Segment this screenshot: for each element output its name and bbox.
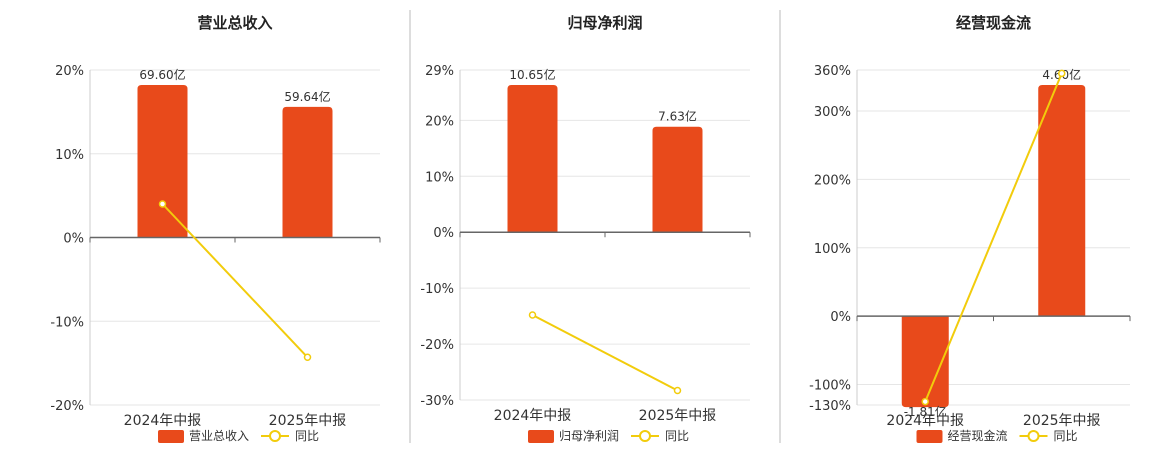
chart-title: 营业总收入 <box>197 14 272 32</box>
y-tick-label: 0% <box>63 232 84 247</box>
bar-data-label: -1.81亿 <box>904 404 947 419</box>
legend-line-marker <box>1027 430 1040 442</box>
yoy-point <box>921 397 929 406</box>
x-category-label: 2025年中报 <box>639 408 717 424</box>
y-tick-label: 10% <box>425 170 454 185</box>
y-tick-label: 10% <box>55 148 84 163</box>
chart-title: 归母净利润 <box>567 14 642 32</box>
bar-data-label: 69.60亿 <box>139 67 185 82</box>
legend-line-marker <box>269 430 281 442</box>
y-tick-label: -10% <box>420 282 454 297</box>
legend-bar-label: 营业总收入 <box>189 429 249 443</box>
chart-legend: 营业总收入 同比 <box>158 429 319 443</box>
yoy-point <box>303 353 312 362</box>
y-tick-label: -130% <box>809 399 851 414</box>
yoy-line <box>924 73 1063 402</box>
y-tick-label: 0% <box>433 226 454 241</box>
y-tick-label: -20% <box>420 338 454 353</box>
yoy-line <box>532 314 678 392</box>
yoy-point <box>158 200 167 208</box>
bar-data-label: 7.63亿 <box>658 109 697 124</box>
legend-line-label: 同比 <box>665 429 689 443</box>
yoy-point <box>1058 69 1066 78</box>
y-tick-label: 0% <box>830 310 851 325</box>
legend-bar-swatch <box>528 430 554 443</box>
bar <box>507 85 558 233</box>
chart-legend: 经营现金流 同比 <box>916 428 1078 443</box>
bar <box>1038 85 1086 317</box>
legend-bar-label: 归母净利润 <box>559 429 619 443</box>
chart-panel-2: 归母净利润 29% 20% 10% 0% -10% -20% -30% 10.65亿 2024年中… <box>409 10 751 443</box>
y-tick-label: 20% <box>55 64 84 79</box>
bar <box>137 85 188 238</box>
bar-data-label: 59.64亿 <box>284 89 330 104</box>
legend-bar-label: 经营现金流 <box>948 428 1008 443</box>
legend-bar-swatch <box>158 430 184 443</box>
chart-title: 经营现金流 <box>956 14 1031 32</box>
bar <box>652 126 703 233</box>
y-tick-label: -10% <box>50 315 84 330</box>
yoy-point <box>528 311 537 319</box>
bar <box>282 106 333 238</box>
bar <box>901 316 949 408</box>
bar-data-label: 10.65亿 <box>509 67 555 82</box>
x-category-label: 2025年中报 <box>1023 413 1101 429</box>
x-category-label: 2024年中报 <box>494 408 572 424</box>
legend-line-label: 同比 <box>295 429 319 443</box>
legend-line-marker <box>639 430 651 442</box>
y-tick-label: -20% <box>50 399 84 414</box>
chart-legend: 归母净利润 同比 <box>528 429 689 443</box>
y-tick-label: 200% <box>814 173 851 188</box>
y-tick-label: -30% <box>420 394 454 409</box>
y-tick-label: -100% <box>809 378 851 393</box>
y-tick-label: 29% <box>425 64 454 79</box>
y-tick-label: 20% <box>425 114 454 129</box>
x-category-label: 2025年中报 <box>269 413 347 429</box>
yoy-point <box>673 386 682 395</box>
legend-bar-swatch <box>916 430 943 443</box>
chart-panel-1: 营业总收入 20% 10% 0% -10% -20% 69.60亿 2024年中报 59.64亿… <box>50 14 381 443</box>
x-category-label: 2024年中报 <box>886 413 964 429</box>
y-tick-label: 360% <box>814 64 851 79</box>
y-tick-label: 100% <box>814 242 851 257</box>
legend-line-label: 同比 <box>1054 429 1078 443</box>
yoy-line <box>161 203 309 358</box>
y-tick-label: 300% <box>814 105 851 120</box>
x-category-label: 2024年中报 <box>124 413 202 429</box>
